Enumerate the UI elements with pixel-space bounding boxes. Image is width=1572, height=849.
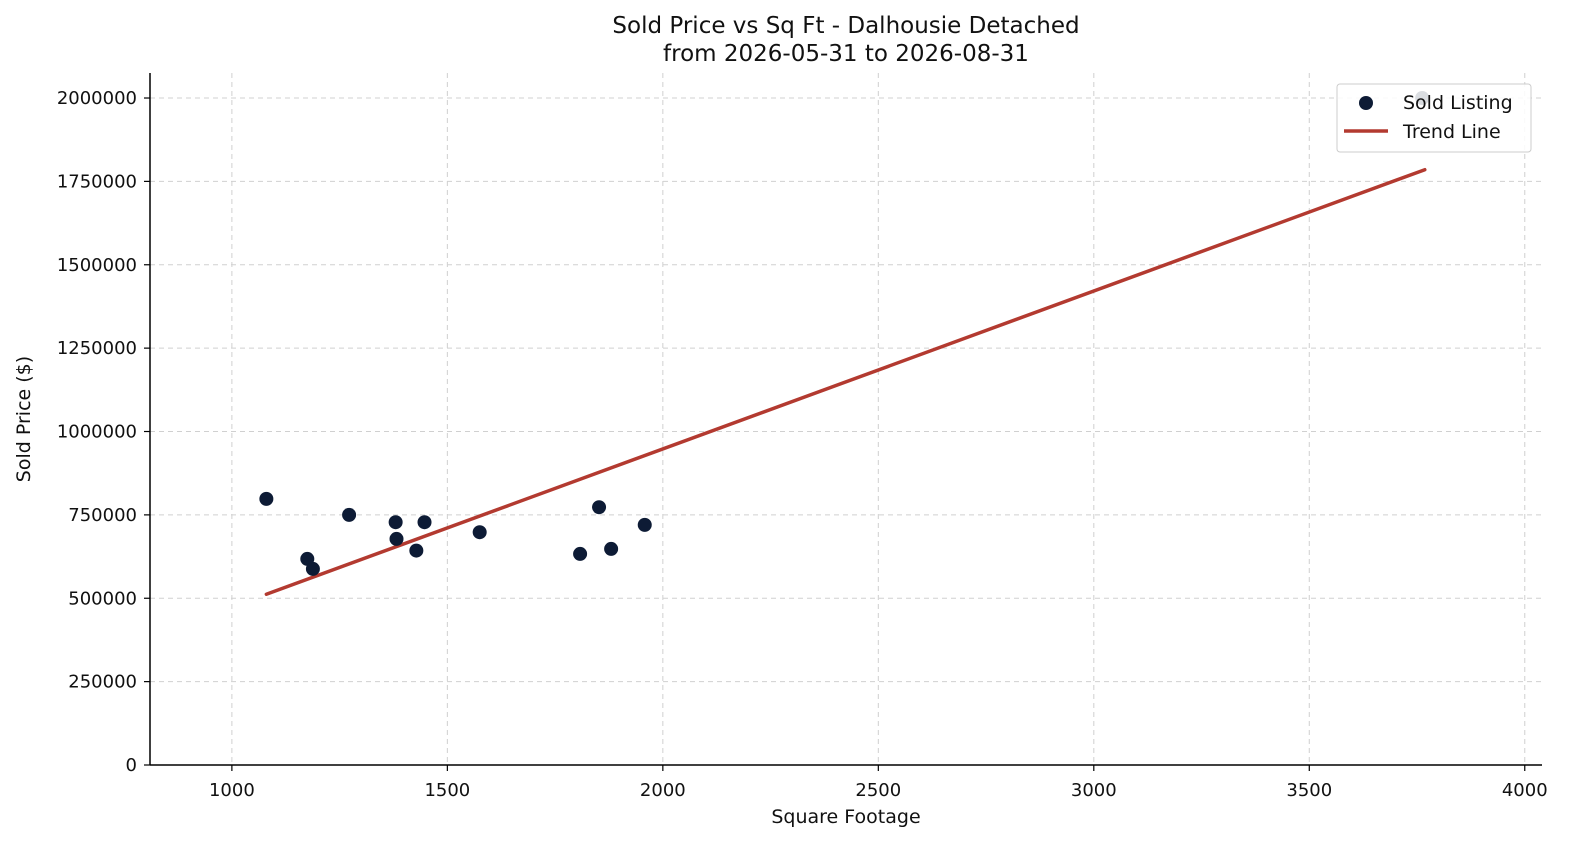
data-point bbox=[604, 541, 619, 556]
grid-layer bbox=[150, 73, 1542, 766]
legend-marker-sold-listing bbox=[1359, 96, 1373, 110]
legend-box bbox=[1336, 83, 1532, 153]
data-point bbox=[417, 515, 432, 530]
data-point bbox=[259, 491, 274, 506]
legend-label-sold-listing: Sold Listing bbox=[1403, 92, 1513, 114]
data-point bbox=[637, 517, 652, 532]
x-ticks: 1000 1500 2000 2500 3000 3500 4000 bbox=[209, 765, 1548, 801]
chart-subtitle: from 2026-05-31 to 2026-08-31 bbox=[663, 41, 1029, 67]
y-tick-label: 1000000 bbox=[57, 422, 137, 443]
chart-title: Sold Price vs Sq Ft - Dalhousie Detached bbox=[612, 13, 1079, 39]
y-tick-label: 250000 bbox=[68, 672, 137, 693]
data-point bbox=[472, 525, 487, 540]
y-tick-label: 1250000 bbox=[57, 338, 137, 359]
legend-label-trend-line: Trend Line bbox=[1402, 121, 1501, 143]
legend: Sold Listing Trend Line bbox=[1336, 83, 1532, 153]
axes-layer bbox=[149, 73, 1542, 766]
points-layer bbox=[259, 91, 1430, 576]
trend-line bbox=[264, 167, 1427, 597]
y-ticks: 0 250000 500000 750000 1000000 1250000 1500000… bbox=[57, 88, 150, 776]
data-point bbox=[342, 507, 357, 522]
y-tick-label: 2000000 bbox=[57, 88, 137, 109]
data-point bbox=[305, 561, 320, 576]
x-tick-label: 2500 bbox=[855, 780, 901, 801]
y-tick-label: 500000 bbox=[68, 588, 137, 609]
data-point bbox=[573, 546, 588, 561]
data-point bbox=[592, 500, 607, 515]
data-point bbox=[388, 515, 403, 530]
x-tick-label: 3500 bbox=[1286, 780, 1332, 801]
trend-layer bbox=[264, 167, 1427, 597]
x-tick-label: 1000 bbox=[209, 780, 255, 801]
y-axis-label: Sold Price ($) bbox=[13, 356, 35, 482]
x-tick-label: 3000 bbox=[1071, 780, 1117, 801]
data-point bbox=[389, 531, 404, 546]
y-tick-label: 1750000 bbox=[57, 171, 137, 192]
y-tick-label: 1500000 bbox=[57, 255, 137, 276]
x-axis-label: Square Footage bbox=[771, 806, 920, 828]
data-point bbox=[409, 543, 424, 558]
x-tick-label: 2000 bbox=[640, 780, 686, 801]
y-tick-label: 0 bbox=[126, 755, 137, 776]
x-tick-label: 1500 bbox=[424, 780, 470, 801]
x-tick-label: 4000 bbox=[1502, 780, 1548, 801]
y-tick-label: 750000 bbox=[68, 505, 137, 526]
